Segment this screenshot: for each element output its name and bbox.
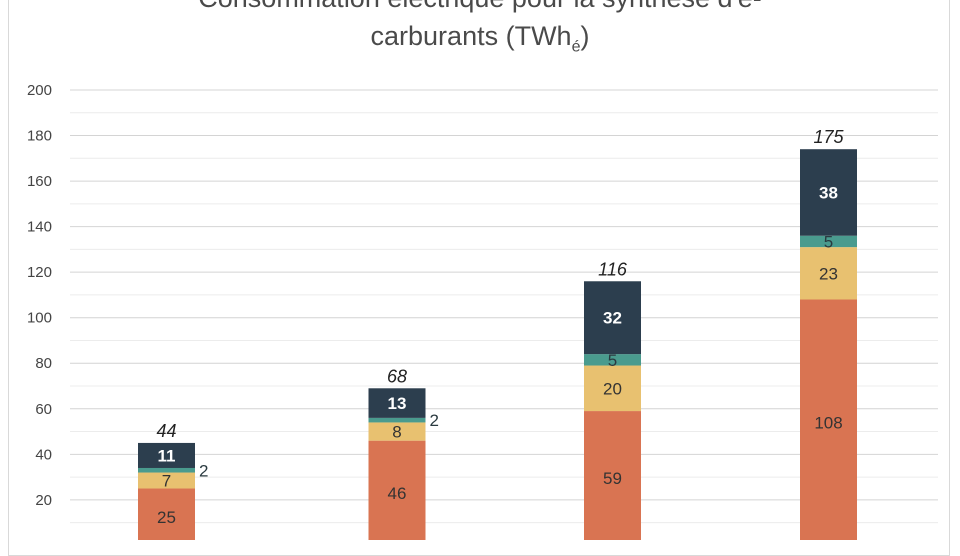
stacked-bar-chart: 20 40 60 80 100 120 140 160 180 200 25 7 2 11 44 46 8 2 13… [27, 82, 938, 540]
bar-segment [368, 388, 426, 418]
y-tick-label: 20 [35, 492, 52, 509]
chart-title-close: ) [580, 21, 590, 51]
data-label: 11 [158, 446, 176, 465]
data-label: 32 [603, 309, 622, 328]
data-label: 2 [430, 411, 439, 430]
bar-segment [138, 488, 195, 540]
data-label: 2 [199, 461, 208, 480]
data-label: 7 [162, 472, 171, 491]
y-tick-label: 180 [27, 128, 52, 145]
chart-title-line2: carburants (TWhé) [0, 21, 960, 62]
bar-segment [584, 365, 641, 412]
bar-segment [584, 411, 641, 540]
total-label: 116 [598, 259, 628, 279]
y-tick-label: 100 [27, 310, 52, 327]
data-label: 38 [819, 183, 838, 202]
bar-segment [368, 440, 426, 540]
data-label: 8 [392, 423, 401, 442]
data-label: 25 [157, 508, 176, 527]
data-label: 13 [388, 394, 407, 413]
bar-segment [138, 472, 195, 489]
data-label: 108 [814, 413, 842, 432]
y-tick-label: 160 [27, 173, 52, 190]
bar-segment [584, 354, 641, 366]
total-label: 175 [813, 127, 844, 147]
total-label: 68 [387, 366, 407, 386]
chart-title-line1: Consommation électrique pour la synthèse… [0, 0, 960, 14]
data-label: 59 [603, 469, 622, 488]
bar-segment [138, 442, 195, 468]
data-label: 5 [824, 232, 833, 251]
y-tick-label: 80 [35, 355, 52, 372]
bar-segment [368, 417, 426, 423]
data-label: 23 [819, 264, 838, 283]
chart-title-text: carburants (TWh [370, 21, 572, 51]
bar-segment [138, 467, 195, 473]
bar-segment [800, 235, 857, 248]
total-label: 44 [156, 421, 176, 441]
bar-segment [584, 281, 641, 355]
data-label: 46 [388, 484, 407, 503]
bar-segment [800, 149, 857, 236]
data-label: 5 [608, 351, 617, 370]
bar-segment [368, 422, 426, 441]
y-tick-label: 40 [35, 446, 52, 463]
bar-segment [800, 299, 857, 540]
y-tick-label: 140 [27, 219, 52, 236]
y-tick-label: 120 [27, 264, 52, 281]
y-tick-label: 200 [27, 82, 52, 99]
data-label: 20 [603, 379, 622, 398]
y-tick-label: 60 [35, 401, 52, 418]
chart-title-subscript: é [571, 38, 581, 56]
bar-segment [800, 247, 857, 300]
